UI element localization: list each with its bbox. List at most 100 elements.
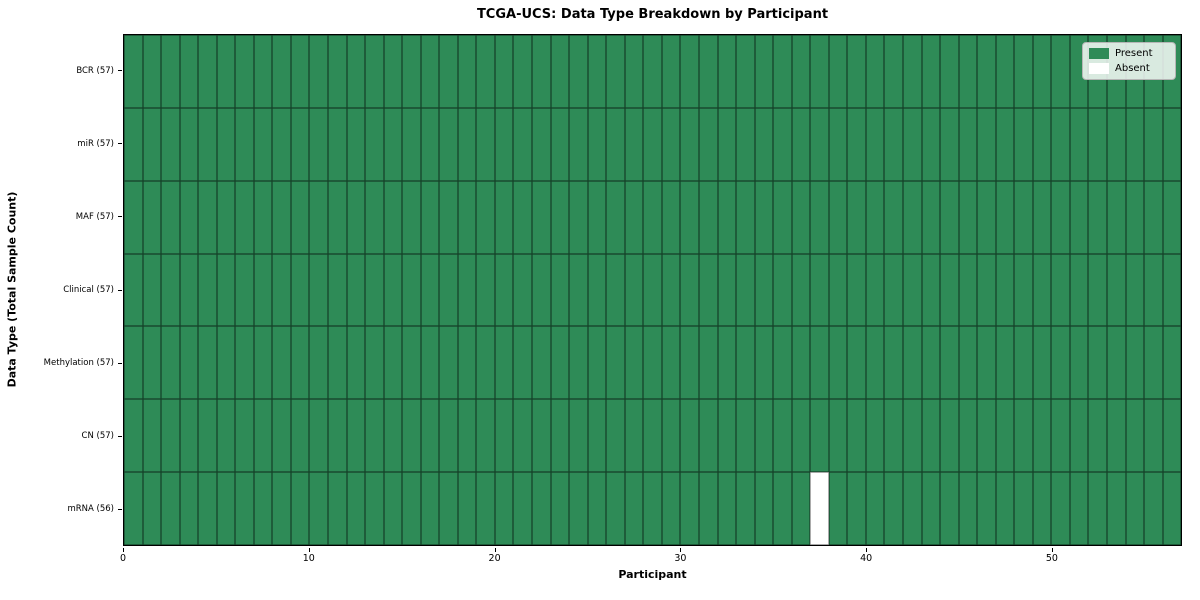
heatmap-cell	[1125, 326, 1145, 400]
heatmap-cell	[383, 253, 403, 327]
heatmap-cell	[1162, 472, 1182, 546]
heatmap-cell	[977, 253, 996, 327]
heatmap-cell	[884, 472, 903, 546]
heatmap-row-methylation	[124, 326, 1182, 400]
heatmap-cell	[235, 35, 254, 108]
heatmap-cell	[736, 472, 755, 546]
heatmap-row-mir	[124, 107, 1182, 181]
heatmap-cell	[698, 472, 718, 546]
heatmap-cell	[365, 399, 384, 473]
heatmap-cell	[1014, 399, 1033, 473]
heatmap-cell	[1014, 107, 1033, 181]
heatmap-cell	[773, 107, 792, 181]
heatmap-cell	[847, 399, 866, 473]
heatmap-cell	[865, 35, 885, 108]
heatmap-cell	[328, 35, 347, 108]
heatmap-cell	[142, 399, 162, 473]
heatmap-cell	[773, 35, 792, 108]
heatmap-cell	[439, 399, 458, 473]
heatmap-cell	[216, 35, 236, 108]
heatmap-cell	[309, 107, 329, 181]
heatmap-cell	[754, 399, 774, 473]
heatmap-cell	[680, 180, 699, 254]
heatmap-row-maf	[124, 180, 1182, 254]
heatmap-cell	[977, 35, 996, 108]
heatmap-cell	[1069, 180, 1089, 254]
heatmap-cell	[550, 472, 570, 546]
heatmap-cell	[1069, 399, 1089, 473]
heatmap-cell	[142, 253, 162, 327]
heatmap-cell	[439, 253, 458, 327]
x-tick-label: 10	[302, 553, 315, 564]
heatmap-cell	[680, 107, 699, 181]
heatmap-cell	[142, 180, 162, 254]
heatmap-cell	[680, 35, 699, 108]
heatmap-cell	[402, 35, 421, 108]
heatmap-cell	[680, 253, 699, 327]
heatmap-cell	[624, 35, 644, 108]
heatmap-cell	[569, 35, 588, 108]
heatmap-cell	[940, 326, 959, 400]
heatmap-cell	[1069, 107, 1089, 181]
heatmap-cell	[198, 472, 217, 546]
heatmap-cell	[680, 399, 699, 473]
heatmap-cell	[494, 35, 514, 108]
heatmap-cell	[977, 180, 996, 254]
heatmap-cell	[754, 107, 774, 181]
heatmap-cell	[661, 253, 681, 327]
heatmap-cell	[1014, 253, 1033, 327]
heatmap-cell	[216, 399, 236, 473]
heatmap-cell	[476, 35, 495, 108]
heatmap-cell	[847, 180, 866, 254]
heatmap-cell	[420, 107, 440, 181]
heatmap-cell	[791, 35, 811, 108]
heatmap-cell	[902, 399, 922, 473]
legend-item-present: Present	[1089, 48, 1168, 59]
heatmap-cell	[365, 472, 384, 546]
heatmap-cell	[717, 107, 737, 181]
heatmap-cell	[1088, 107, 1107, 181]
heatmap-cell	[290, 399, 310, 473]
x-tick-label: 0	[119, 553, 127, 564]
heatmap-cell	[587, 107, 607, 181]
heatmap-cell	[810, 35, 829, 108]
heatmap-row-mrna	[124, 472, 1182, 546]
heatmap-cell	[884, 35, 903, 108]
heatmap-cell	[977, 326, 996, 400]
heatmap-cell	[643, 107, 662, 181]
heatmap-cell	[717, 399, 737, 473]
heatmap-cell	[698, 35, 718, 108]
heatmap-cell	[1162, 399, 1182, 473]
heatmap-cell	[754, 326, 774, 400]
heatmap-cell	[494, 107, 514, 181]
heatmap-cell	[1051, 35, 1070, 108]
heatmap-cell	[995, 399, 1015, 473]
heatmap-cell	[810, 253, 829, 327]
heatmap-cell	[309, 472, 329, 546]
heatmap-cell	[661, 399, 681, 473]
heatmap-cell	[161, 107, 180, 181]
x-tick-label: 30	[674, 553, 687, 564]
heatmap-cell	[494, 472, 514, 546]
heatmap-cell	[309, 35, 329, 108]
heatmap-cell	[995, 472, 1015, 546]
heatmap-cell	[457, 180, 477, 254]
heatmap-cell	[457, 326, 477, 400]
heatmap-cell	[791, 326, 811, 400]
heatmap-cell	[810, 107, 829, 181]
heatmap-cell	[1014, 180, 1033, 254]
heatmap-cell	[513, 35, 533, 108]
heatmap-cell	[1088, 180, 1107, 254]
heatmap-cell	[1051, 180, 1070, 254]
heatmap-cell	[124, 107, 143, 181]
heatmap-cell	[624, 180, 644, 254]
heatmap-cell	[532, 107, 551, 181]
heatmap-cell	[179, 180, 199, 254]
heatmap-cell	[828, 326, 848, 400]
heatmap-cell	[680, 326, 699, 400]
heatmap-cell	[420, 472, 440, 546]
heatmap-cell	[587, 180, 607, 254]
heatmap-cell	[977, 107, 996, 181]
heatmap-cell	[587, 399, 607, 473]
heatmap-cell	[902, 472, 922, 546]
